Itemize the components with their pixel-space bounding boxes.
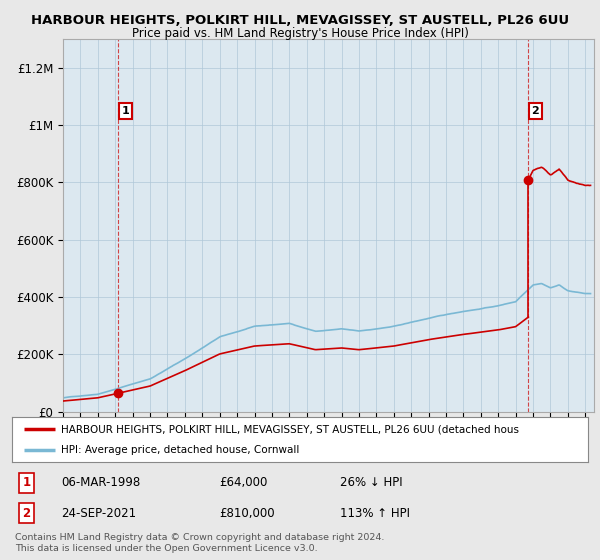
Text: Contains HM Land Registry data © Crown copyright and database right 2024.
This d: Contains HM Land Registry data © Crown c… — [15, 533, 385, 553]
Text: 1: 1 — [22, 477, 31, 489]
Text: 24-SEP-2021: 24-SEP-2021 — [61, 507, 136, 520]
Text: £810,000: £810,000 — [220, 507, 275, 520]
Text: HPI: Average price, detached house, Cornwall: HPI: Average price, detached house, Corn… — [61, 445, 299, 455]
Text: 2: 2 — [22, 507, 31, 520]
Text: HARBOUR HEIGHTS, POLKIRT HILL, MEVAGISSEY, ST AUSTELL, PL26 6UU: HARBOUR HEIGHTS, POLKIRT HILL, MEVAGISSE… — [31, 14, 569, 27]
Text: 06-MAR-1998: 06-MAR-1998 — [61, 477, 140, 489]
Text: £64,000: £64,000 — [220, 477, 268, 489]
Text: 26% ↓ HPI: 26% ↓ HPI — [340, 477, 403, 489]
Text: 113% ↑ HPI: 113% ↑ HPI — [340, 507, 410, 520]
Text: 2: 2 — [532, 106, 539, 116]
Text: Price paid vs. HM Land Registry's House Price Index (HPI): Price paid vs. HM Land Registry's House … — [131, 27, 469, 40]
Text: HARBOUR HEIGHTS, POLKIRT HILL, MEVAGISSEY, ST AUSTELL, PL26 6UU (detached hous: HARBOUR HEIGHTS, POLKIRT HILL, MEVAGISSE… — [61, 424, 519, 435]
Text: 1: 1 — [121, 106, 129, 116]
